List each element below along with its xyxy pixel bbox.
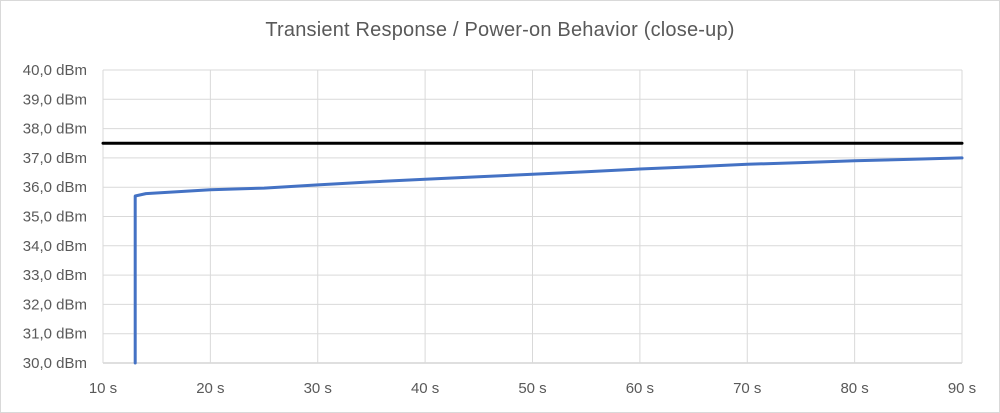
x-tick-label: 70 s	[733, 380, 761, 397]
y-tick-label: 34,0 dBm	[23, 238, 87, 255]
y-tick-label: 30,0 dBm	[23, 355, 87, 372]
y-tick-label: 35,0 dBm	[23, 209, 87, 226]
y-tick-label: 38,0 dBm	[23, 121, 87, 138]
y-tick-label: 36,0 dBm	[23, 179, 87, 196]
y-tick-label: 37,0 dBm	[23, 150, 87, 167]
series-measured-power	[133, 156, 964, 365]
y-tick-label: 40,0 dBm	[23, 62, 87, 79]
y-tick-label: 39,0 dBm	[23, 91, 87, 108]
x-tick-label: 40 s	[411, 380, 439, 397]
x-tick-label: 20 s	[196, 380, 224, 397]
x-tick-label: 50 s	[518, 380, 546, 397]
y-tick-label: 31,0 dBm	[23, 326, 87, 343]
y-tick-label: 32,0 dBm	[23, 296, 87, 313]
x-tick-label: 90 s	[948, 380, 976, 397]
x-tick-label: 60 s	[626, 380, 654, 397]
chart-title: Transient Response / Power-on Behavior (…	[265, 19, 735, 41]
x-tick-label: 10 s	[89, 380, 117, 397]
x-tick-label: 30 s	[304, 380, 332, 397]
x-tick-label: 80 s	[840, 380, 868, 397]
y-tick-label: 33,0 dBm	[23, 267, 87, 284]
